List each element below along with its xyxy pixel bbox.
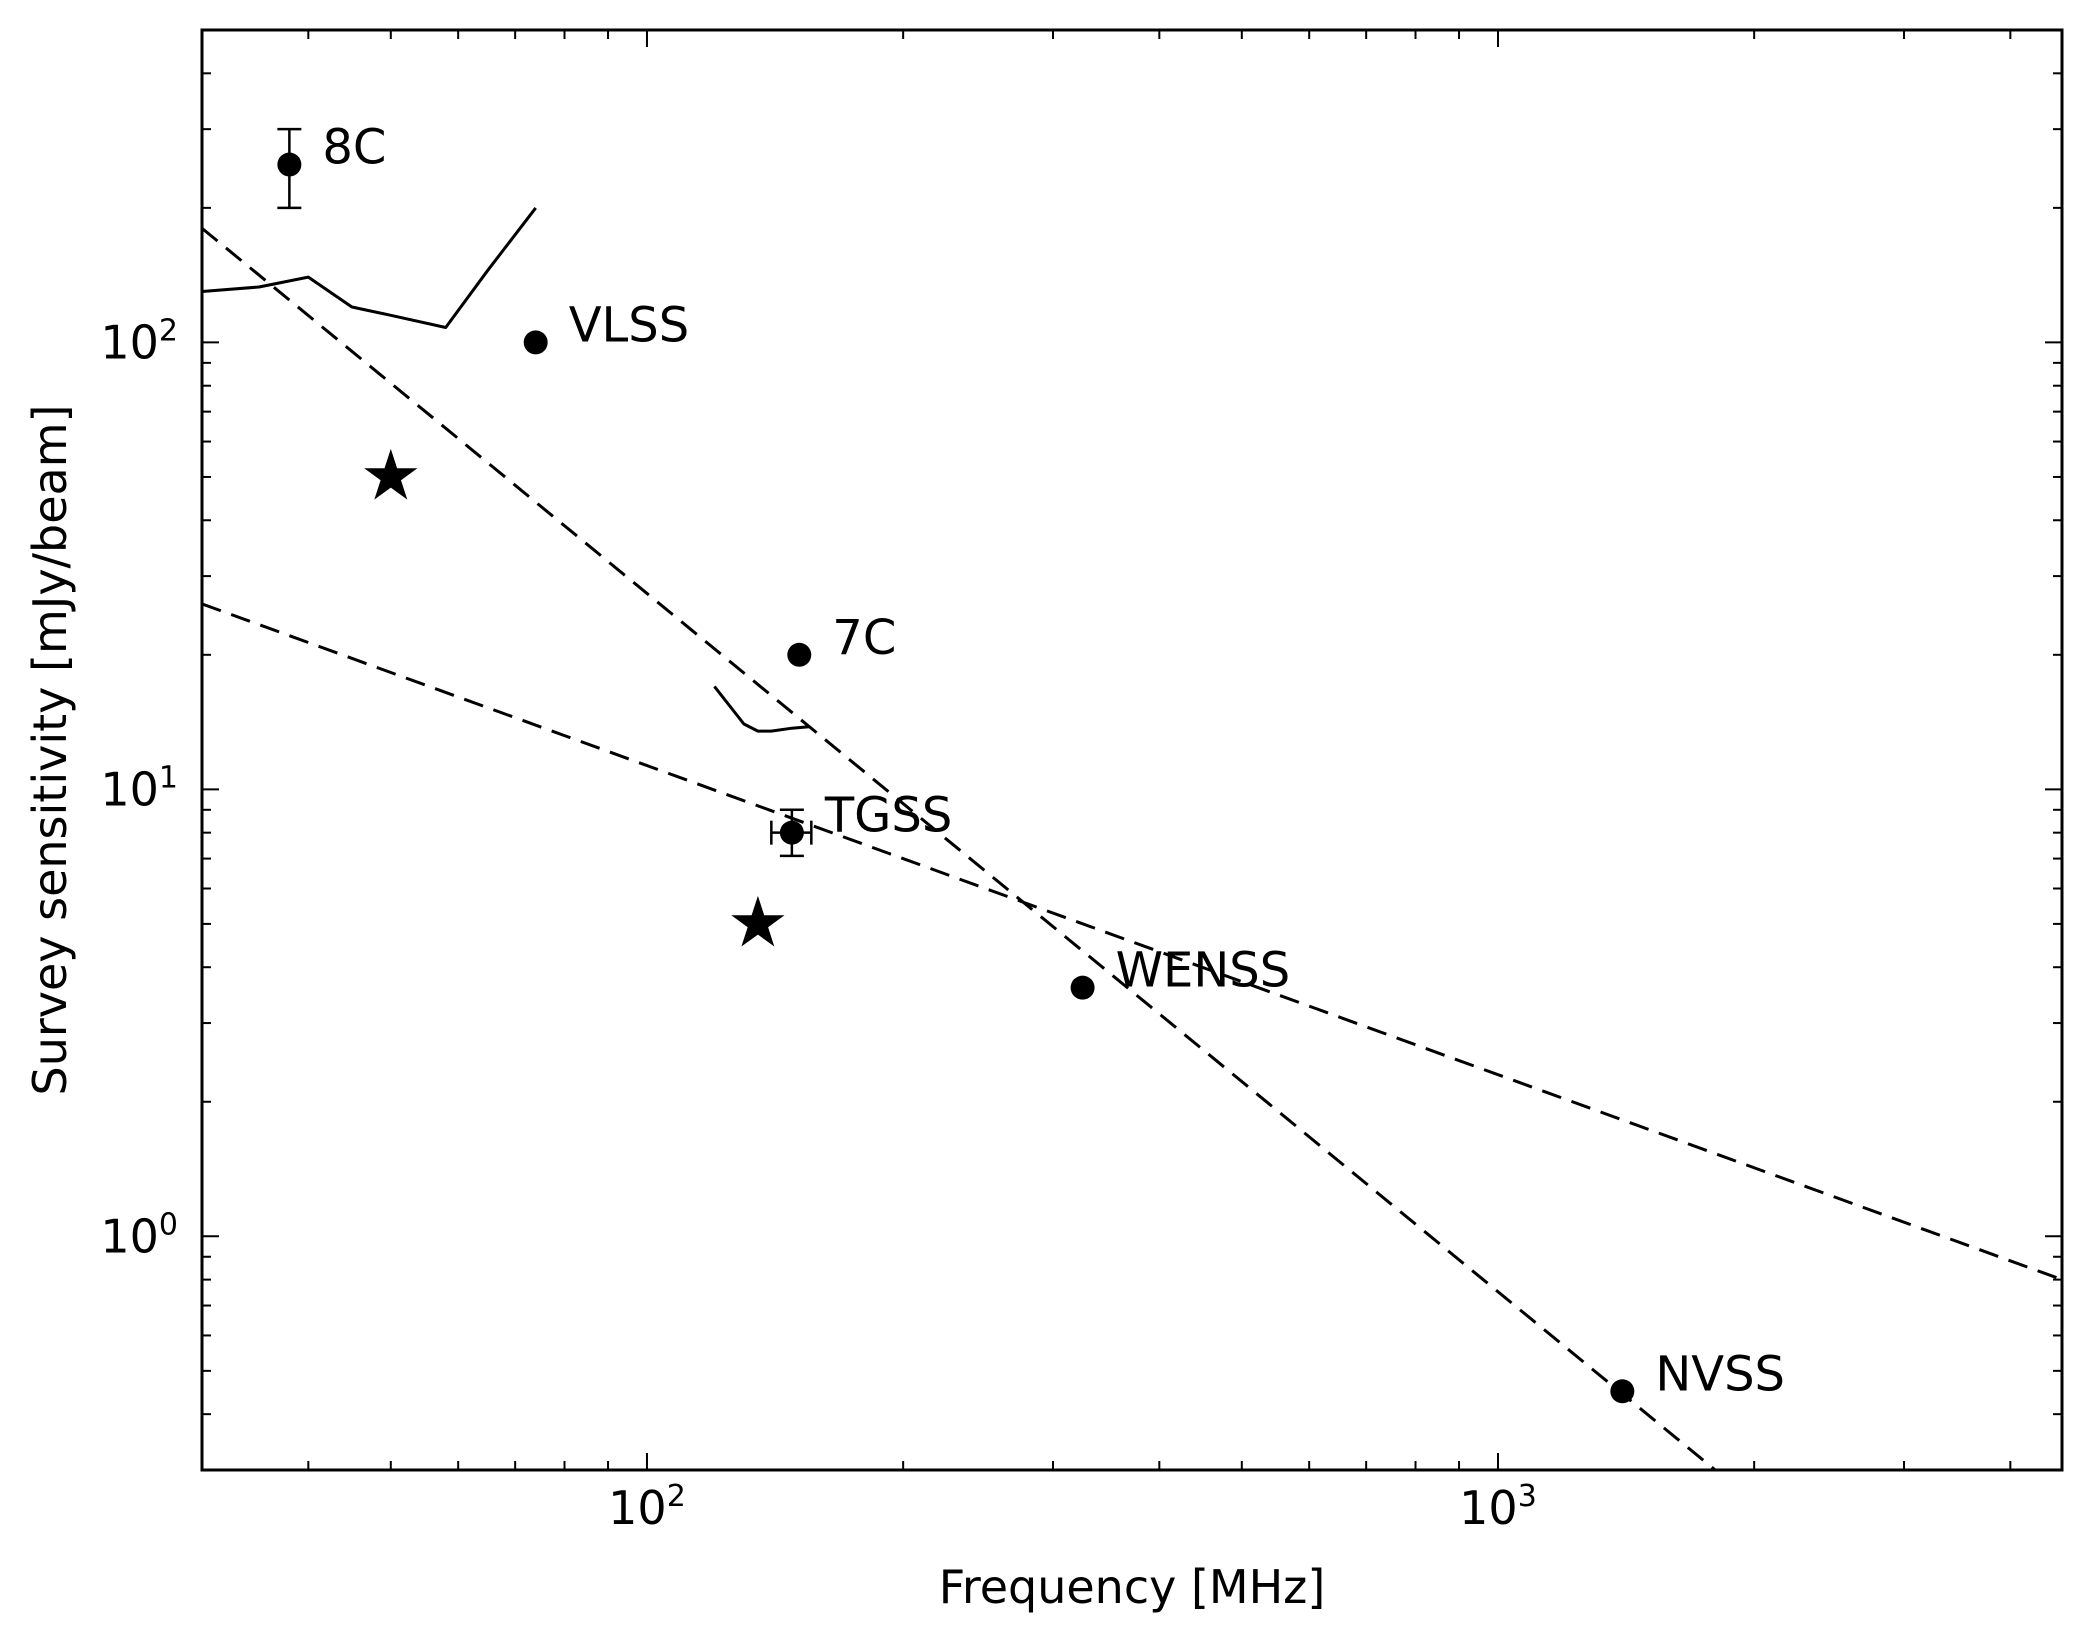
y-tick-label: 101 bbox=[100, 760, 178, 816]
plot-area bbox=[202, 206, 2062, 1470]
survey-label-7c: 7C bbox=[832, 610, 896, 666]
solid-curve-1 bbox=[202, 206, 537, 329]
x-tick-label: 103 bbox=[1459, 1479, 1537, 1535]
x-axis-title: Frequency [MHz] bbox=[939, 1560, 1326, 1614]
solid-curve-2 bbox=[713, 685, 810, 733]
data-point bbox=[523, 330, 548, 355]
survey-7c: 7C bbox=[787, 610, 896, 667]
survey-vlss: VLSS bbox=[523, 297, 690, 355]
y-tick-label: 100 bbox=[100, 1207, 178, 1263]
survey-label-nvss: NVSS bbox=[1655, 1346, 1785, 1402]
plot-frame bbox=[200, 28, 2064, 1472]
star-marker-2 bbox=[731, 895, 785, 947]
dashed-line-2 bbox=[202, 602, 2062, 1282]
survey-label-vlss: VLSS bbox=[569, 297, 690, 353]
survey-8c: 8C bbox=[277, 120, 386, 210]
data-point bbox=[779, 820, 804, 845]
data-point bbox=[1070, 975, 1095, 1000]
survey-label-8c: 8C bbox=[322, 120, 386, 176]
dashed-line-1 bbox=[202, 227, 1717, 1470]
y-axis-title: Survey sensitivity [mJy/beam] bbox=[23, 405, 77, 1096]
data-point bbox=[277, 152, 302, 177]
data-point bbox=[1610, 1379, 1635, 1404]
survey-label-wenss: WENSS bbox=[1116, 943, 1291, 999]
star-marker-1 bbox=[364, 448, 418, 500]
survey-tgss: TGSS bbox=[770, 788, 952, 858]
data-point bbox=[787, 642, 812, 667]
survey-nvss: NVSS bbox=[1610, 1346, 1785, 1404]
survey-wenss: WENSS bbox=[1070, 943, 1291, 1000]
x-tick-label: 102 bbox=[608, 1479, 686, 1535]
survey-label-tgss: TGSS bbox=[824, 788, 952, 844]
y-tick-label: 102 bbox=[100, 313, 178, 369]
